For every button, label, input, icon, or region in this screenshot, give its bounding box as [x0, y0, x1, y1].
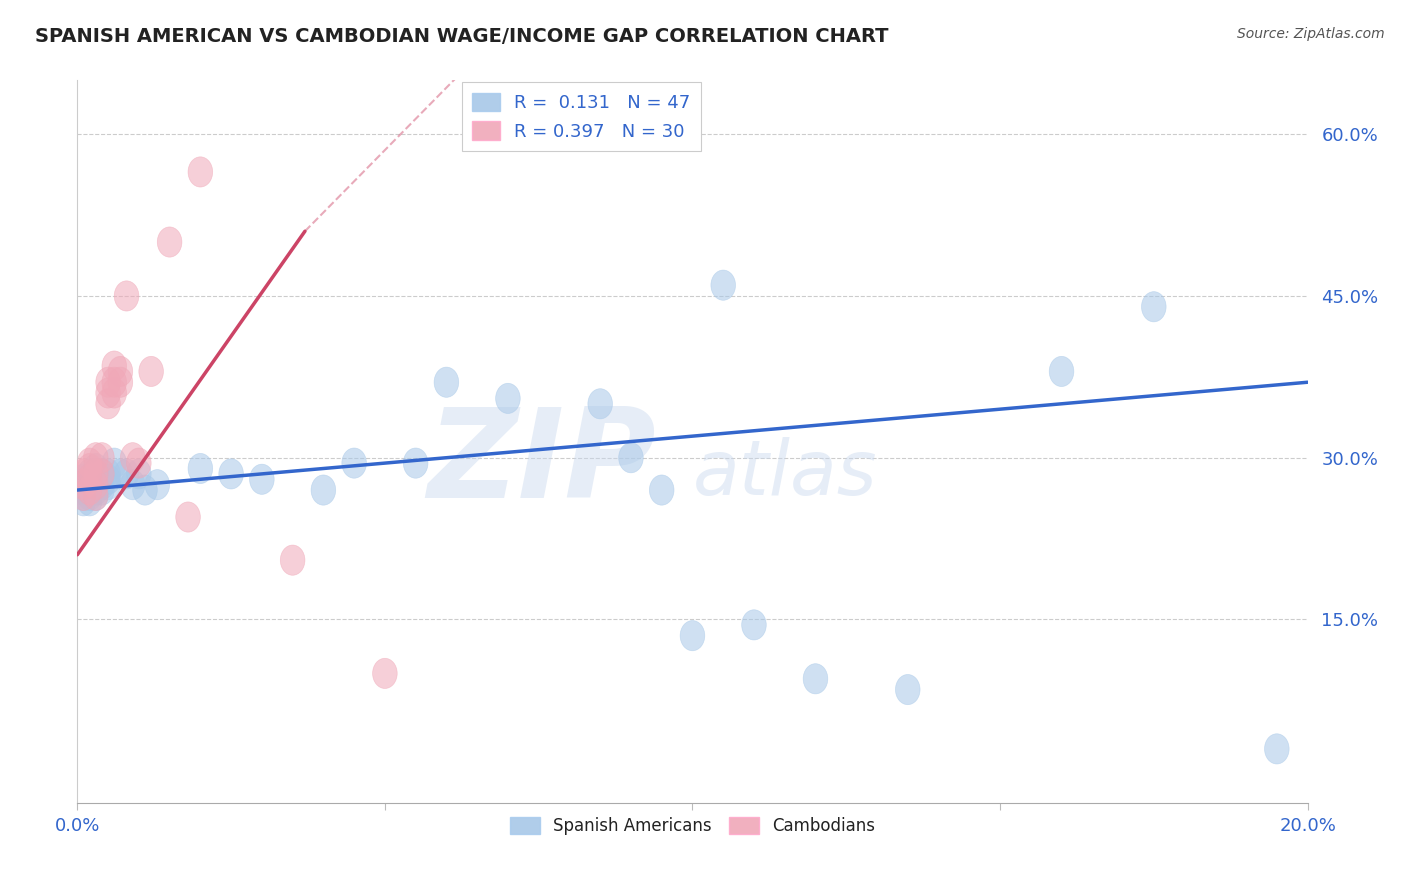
Ellipse shape: [127, 448, 152, 478]
Ellipse shape: [77, 486, 103, 516]
Ellipse shape: [77, 458, 103, 489]
Ellipse shape: [96, 458, 121, 489]
Ellipse shape: [90, 458, 114, 489]
Ellipse shape: [72, 469, 96, 500]
Ellipse shape: [83, 458, 108, 489]
Ellipse shape: [96, 464, 121, 494]
Ellipse shape: [188, 157, 212, 187]
Ellipse shape: [77, 464, 103, 494]
Ellipse shape: [83, 481, 108, 510]
Ellipse shape: [77, 475, 103, 505]
Ellipse shape: [404, 448, 427, 478]
Ellipse shape: [681, 621, 704, 651]
Ellipse shape: [188, 453, 212, 483]
Ellipse shape: [83, 442, 108, 473]
Ellipse shape: [176, 502, 201, 533]
Ellipse shape: [219, 458, 243, 489]
Ellipse shape: [83, 475, 108, 505]
Ellipse shape: [108, 368, 132, 397]
Ellipse shape: [77, 448, 103, 478]
Ellipse shape: [742, 610, 766, 640]
Ellipse shape: [90, 475, 114, 505]
Ellipse shape: [103, 368, 127, 397]
Ellipse shape: [121, 442, 145, 473]
Ellipse shape: [90, 458, 114, 489]
Text: ZIP: ZIP: [427, 402, 655, 524]
Ellipse shape: [72, 458, 96, 489]
Ellipse shape: [96, 378, 121, 409]
Ellipse shape: [280, 545, 305, 575]
Text: atlas: atlas: [693, 437, 877, 511]
Ellipse shape: [103, 351, 127, 381]
Ellipse shape: [132, 475, 157, 505]
Ellipse shape: [1264, 734, 1289, 764]
Ellipse shape: [83, 453, 108, 483]
Ellipse shape: [373, 658, 398, 689]
Ellipse shape: [127, 458, 152, 489]
Ellipse shape: [157, 227, 181, 257]
Ellipse shape: [588, 389, 613, 419]
Ellipse shape: [342, 448, 367, 478]
Ellipse shape: [1049, 356, 1074, 386]
Ellipse shape: [72, 481, 96, 510]
Ellipse shape: [114, 458, 139, 489]
Ellipse shape: [96, 389, 121, 419]
Ellipse shape: [90, 469, 114, 500]
Ellipse shape: [83, 481, 108, 510]
Ellipse shape: [72, 464, 96, 494]
Ellipse shape: [96, 469, 121, 500]
Ellipse shape: [83, 469, 108, 500]
Ellipse shape: [139, 356, 163, 386]
Ellipse shape: [1142, 292, 1166, 322]
Ellipse shape: [121, 469, 145, 500]
Ellipse shape: [77, 453, 103, 483]
Ellipse shape: [83, 464, 108, 494]
Ellipse shape: [619, 442, 644, 473]
Ellipse shape: [145, 469, 170, 500]
Ellipse shape: [72, 475, 96, 505]
Ellipse shape: [96, 368, 121, 397]
Ellipse shape: [896, 674, 920, 705]
Ellipse shape: [77, 469, 103, 500]
Ellipse shape: [250, 464, 274, 494]
Text: SPANISH AMERICAN VS CAMBODIAN WAGE/INCOME GAP CORRELATION CHART: SPANISH AMERICAN VS CAMBODIAN WAGE/INCOM…: [35, 27, 889, 45]
Ellipse shape: [72, 481, 96, 510]
Ellipse shape: [108, 458, 132, 489]
Ellipse shape: [711, 270, 735, 301]
Ellipse shape: [83, 458, 108, 489]
Ellipse shape: [103, 448, 127, 478]
Ellipse shape: [77, 481, 103, 510]
Ellipse shape: [108, 356, 132, 386]
Ellipse shape: [103, 378, 127, 409]
Ellipse shape: [83, 469, 108, 500]
Ellipse shape: [311, 475, 336, 505]
Ellipse shape: [77, 475, 103, 505]
Ellipse shape: [434, 368, 458, 397]
Ellipse shape: [72, 486, 96, 516]
Ellipse shape: [803, 664, 828, 694]
Ellipse shape: [90, 442, 114, 473]
Ellipse shape: [496, 384, 520, 414]
Ellipse shape: [114, 281, 139, 311]
Legend: Spanish Americans, Cambodians: Spanish Americans, Cambodians: [503, 810, 882, 841]
Ellipse shape: [650, 475, 673, 505]
Text: Source: ZipAtlas.com: Source: ZipAtlas.com: [1237, 27, 1385, 41]
